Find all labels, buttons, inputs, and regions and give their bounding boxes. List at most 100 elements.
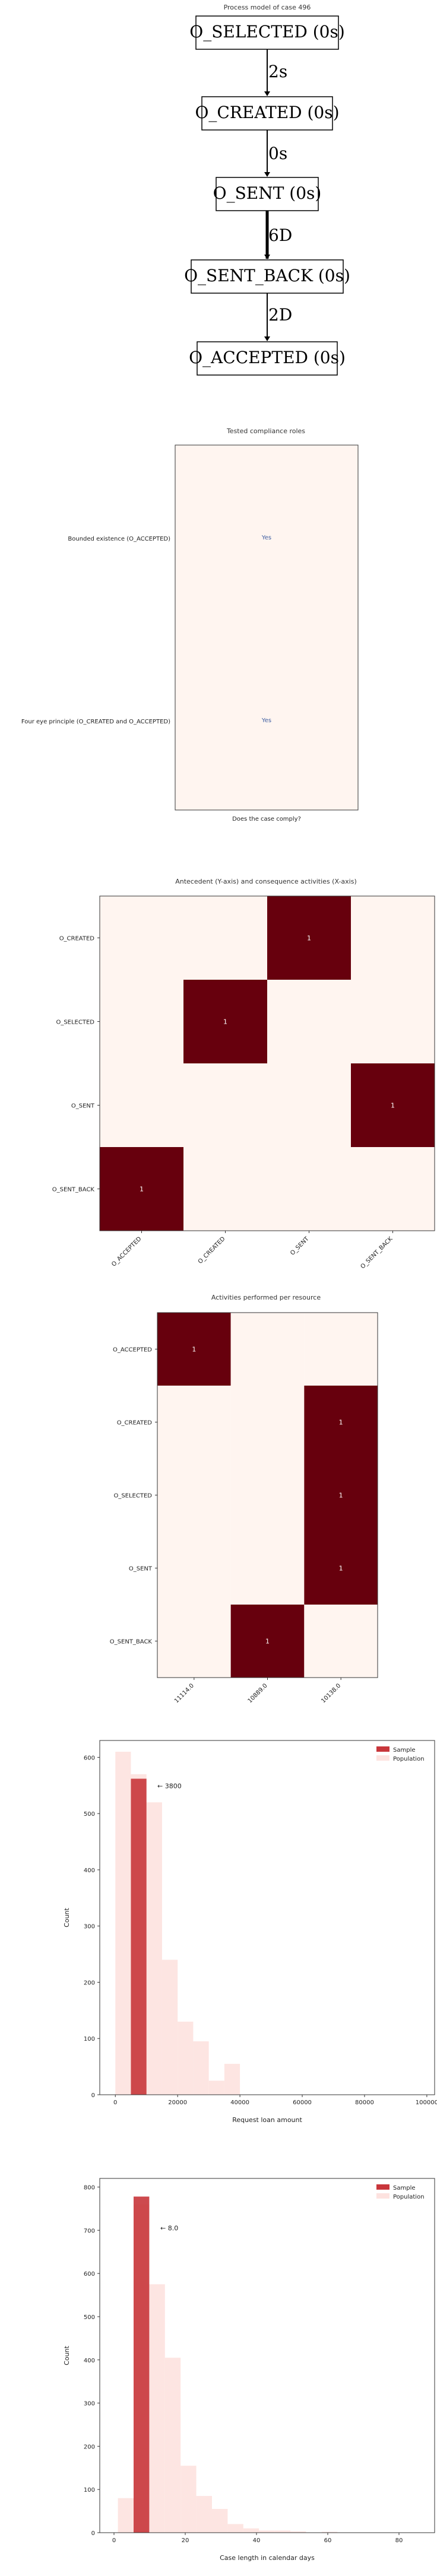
legend-label-population: Population <box>393 2194 425 2200</box>
population-bar <box>290 2531 306 2533</box>
heatmap-cell-value: 1 <box>265 1638 270 1646</box>
y-tick-label: 500 <box>84 2314 95 2321</box>
y-tick-label: 300 <box>84 2401 95 2407</box>
heatmap-cell <box>230 1605 305 1678</box>
x-tick-label: 60000 <box>293 2099 312 2106</box>
x-tick-label: 0 <box>113 2099 117 2106</box>
heatmap-cell <box>100 980 183 1063</box>
heatmap-y-label: O_SENT_BACK <box>110 1639 153 1646</box>
heatmap-x-label: 11114.0 <box>173 1682 195 1704</box>
population-bar <box>193 2041 209 2095</box>
y-tick-label: 600 <box>84 1755 95 1761</box>
heatmap-cell <box>183 1147 267 1231</box>
heatmap-y-label: O_SELECTED <box>56 1019 94 1026</box>
y-tick-label: 0 <box>91 2530 95 2537</box>
process-node-label: O_CREATED (0s) <box>195 103 339 122</box>
population-bar <box>196 2496 212 2533</box>
process-edge-3: 2D <box>264 293 292 341</box>
heatmap-cell <box>230 1532 305 1605</box>
y-tick-label: 800 <box>84 2185 95 2191</box>
heatmap-y-label: O_CREATED <box>117 1420 153 1427</box>
y-tick-label: 300 <box>84 1924 95 1930</box>
population-bar <box>212 2508 228 2533</box>
legend-swatch-population <box>376 2193 390 2199</box>
y-tick-label: 200 <box>84 1980 95 1986</box>
process-edge-1: 0s <box>264 130 287 177</box>
heatmap-cell <box>100 1147 183 1231</box>
heatmap-cell <box>157 1386 231 1459</box>
heatmap-cell <box>230 1386 305 1459</box>
compliance-cell <box>175 444 359 811</box>
heatmap-cell <box>100 896 183 980</box>
annotation-label: ← 3800 <box>157 1783 182 1790</box>
population-bar <box>180 2466 197 2533</box>
heatmap-cell <box>267 896 351 980</box>
heatmap-cell <box>157 1459 231 1532</box>
population-bar <box>321 2531 338 2533</box>
y-axis-label: Count <box>63 2345 71 2365</box>
heatmap-cell <box>267 1147 351 1231</box>
heatmap-title: Activities performed per resource <box>211 1294 321 1301</box>
x-tick-label: 0 <box>112 2537 116 2544</box>
y-tick-label: 400 <box>84 2358 95 2364</box>
x-tick-label: 80 <box>395 2537 403 2544</box>
legend-swatch-population <box>376 1755 390 1761</box>
loan-amount-histogram: 0 20000 40000 60000 80000 100000 0 100 200 300 400… <box>0 1733 437 2160</box>
y-tick-label: 600 <box>84 2271 95 2278</box>
heatmap-x-label: O_SENT <box>289 1235 311 1257</box>
heatmap-x-label: O_CREATED <box>197 1235 227 1265</box>
process-node-label: O_SELECTED (0s) <box>189 22 345 42</box>
process-node-3: O_SENT_BACK (0s) <box>184 259 350 294</box>
process-model-title: Process model of case 496 <box>224 4 311 11</box>
compliance-chart: Tested compliance roles Bounded existenc… <box>0 415 437 831</box>
legend-label-population: Population <box>393 1756 425 1762</box>
compliance-row-label-0: Bounded existence (O_ACCEPTED) <box>68 536 170 542</box>
plot-frame <box>99 1740 435 2095</box>
y-tick-label: 700 <box>84 2228 95 2234</box>
heatmap-cell <box>351 980 435 1063</box>
heatmap-x-label: 10889.0 <box>247 1682 269 1704</box>
process-edge-label: 6D <box>268 225 292 245</box>
process-node-2: O_SENT (0s) <box>213 177 321 211</box>
population-bar <box>164 2358 181 2533</box>
population-bar <box>162 1959 178 2095</box>
process-edge-label: 0s <box>268 144 287 163</box>
heatmap-cell <box>100 1063 183 1147</box>
legend-label-sample: Sample <box>393 2185 416 2191</box>
x-tick-label: 20 <box>182 2537 189 2544</box>
annotation-label: ← 8.0 <box>160 2224 178 2232</box>
x-tick-label: 80000 <box>355 2099 374 2106</box>
heatmap-cell <box>230 1459 305 1532</box>
population-bar <box>224 2063 240 2095</box>
population-bar <box>115 1751 131 2095</box>
heatmap-cell-value: 1 <box>192 1346 196 1354</box>
y-tick-label: 400 <box>84 1867 95 1874</box>
process-node-1: O_CREATED (0s) <box>195 96 340 131</box>
x-tick-label: 60 <box>324 2537 332 2544</box>
heatmap-cell <box>304 1605 378 1678</box>
population-bar <box>118 2498 134 2533</box>
process-node-label: O_SENT_BACK (0s) <box>184 266 350 285</box>
x-axis-label: Case length in calendar days <box>220 2554 315 2562</box>
sample-bar <box>131 1778 147 2095</box>
heatmap-y-label: O_ACCEPTED <box>113 1347 152 1354</box>
resource-heatmap: Activities performed per resource 1 1 1 1 1 O… <box>0 1288 437 1715</box>
heatmap-cell <box>267 980 351 1063</box>
compliance-value-1: Yes <box>261 717 271 724</box>
heatmap-cell <box>230 1313 305 1386</box>
heatmap-cell <box>157 1532 231 1605</box>
y-axis-label: Count <box>63 1907 71 1927</box>
compliance-value-0: Yes <box>261 535 271 541</box>
heatmap-cell-value: 1 <box>223 1018 227 1026</box>
population-bar <box>149 2284 165 2533</box>
loan-amount-histogram-svg: 0 20000 40000 60000 80000 100000 0 100 200 300 400… <box>63 1740 437 2124</box>
heatmap-cell <box>157 1313 231 1386</box>
x-tick-label: 20000 <box>168 2099 187 2106</box>
heatmap-cell <box>304 1532 378 1605</box>
heatmap-y-label: O_SENT <box>71 1103 95 1110</box>
y-tick-label: 100 <box>84 2036 95 2043</box>
heatmap-frame <box>99 895 435 1231</box>
legend-label-sample: Sample <box>393 1747 416 1754</box>
heatmap-cell <box>304 1459 378 1532</box>
